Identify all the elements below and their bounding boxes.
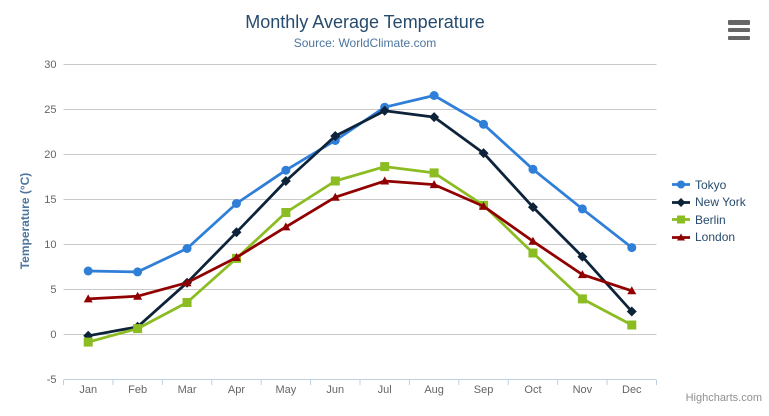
hamburger-icon — [728, 20, 750, 25]
series-marker-triangle[interactable] — [133, 291, 143, 300]
series-marker-triangle[interactable] — [281, 222, 291, 231]
legend-item-london[interactable]: London — [672, 229, 746, 247]
series-marker-square[interactable] — [330, 176, 340, 186]
series-marker-circle[interactable] — [577, 204, 587, 214]
series-marker-circle[interactable] — [133, 267, 143, 277]
series-marker-circle[interactable] — [281, 165, 291, 175]
series-marker-circle[interactable] — [479, 119, 489, 129]
export-menu-button[interactable] — [728, 20, 752, 40]
series-marker-triangle[interactable] — [330, 192, 340, 201]
series-marker-triangle[interactable] — [83, 294, 93, 303]
series-marker-square[interactable] — [182, 298, 192, 307]
series-marker-triangle[interactable] — [231, 253, 241, 261]
series-marker-diamond[interactable] — [231, 227, 242, 238]
series-line-berlin — [86, 165, 634, 344]
series-marker-diamond[interactable] — [676, 197, 686, 207]
series-marker-diamond[interactable] — [527, 202, 538, 213]
legend-item-new-york[interactable]: New York — [672, 194, 746, 212]
series-marker-square[interactable] — [429, 168, 439, 178]
series-marker-square[interactable] — [133, 324, 143, 334]
x-tick-label: Jul — [378, 384, 392, 396]
series-marker-circle[interactable] — [677, 180, 685, 189]
series-line-london — [86, 179, 634, 301]
chart-title: Monthly Average Temperature — [245, 12, 485, 32]
x-tick-label: Apr — [228, 384, 245, 396]
chart-subtitle: Source: WorldClimate.com — [293, 36, 437, 50]
series-marker-diamond[interactable] — [478, 148, 489, 159]
series-marker-triangle[interactable] — [627, 286, 637, 295]
series-marker-triangle[interactable] — [479, 201, 489, 210]
series-marker-triangle[interactable] — [182, 278, 192, 287]
x-tick-label: Aug — [424, 384, 444, 396]
series-marker-triangle[interactable] — [577, 270, 587, 279]
credits-link[interactable]: Highcharts.com — [685, 392, 762, 404]
x-tick-label: Jun — [326, 384, 344, 396]
x-tick-label: Sep — [474, 384, 494, 396]
legend-item-label: London — [695, 230, 736, 245]
series-marker-circle[interactable] — [528, 164, 538, 174]
series-marker-circle[interactable] — [429, 91, 439, 100]
y-tick-label: 20 — [44, 149, 56, 161]
series-marker-diamond[interactable] — [577, 251, 588, 262]
series-marker-square[interactable] — [677, 215, 685, 224]
x-tick-label: May — [275, 384, 296, 396]
series-marker-square[interactable] — [528, 248, 538, 258]
legend-item-label: New York — [695, 195, 746, 210]
series-line-new-york — [86, 109, 634, 338]
hamburger-icon — [728, 35, 750, 40]
legend-marker-triangle-icon — [672, 233, 690, 241]
series-marker-circle[interactable] — [627, 243, 637, 253]
series-marker-square[interactable] — [281, 208, 291, 217]
y-tick-label: 5 — [50, 284, 56, 296]
series-marker-circle[interactable] — [83, 266, 93, 276]
legend-marker-diamond-icon — [672, 197, 690, 207]
x-tick-label: Mar — [178, 384, 197, 396]
legend-item-berlin[interactable]: Berlin — [672, 211, 746, 229]
series-marker-diamond[interactable] — [429, 112, 440, 123]
series-marker-diamond[interactable] — [330, 131, 341, 141]
series-marker-diamond[interactable] — [379, 105, 390, 116]
series-marker-triangle[interactable] — [528, 236, 538, 245]
series-marker-circle[interactable] — [182, 244, 192, 253]
legend-item-label: Berlin — [695, 212, 726, 227]
series-marker-triangle[interactable] — [429, 180, 439, 189]
legend: Tokyo New York Berlin London — [672, 176, 746, 246]
hamburger-icon — [728, 27, 750, 33]
x-tick-label: Nov — [573, 384, 593, 396]
legend-marker-circle-icon — [672, 180, 690, 189]
x-tick-label: Oct — [524, 384, 541, 396]
legend-item-tokyo[interactable]: Tokyo — [672, 176, 746, 194]
legend-item-label: Tokyo — [695, 177, 727, 192]
series-marker-square[interactable] — [380, 162, 390, 172]
y-tick-label: 30 — [44, 59, 56, 71]
legend-marker-square-icon — [672, 215, 690, 224]
series-marker-square[interactable] — [83, 337, 93, 347]
x-tick-label: Jan — [79, 384, 97, 396]
series-marker-square[interactable] — [577, 294, 587, 304]
y-tick-label: 10 — [44, 239, 56, 251]
x-tick-label: Dec — [622, 384, 642, 396]
y-tick-label: 0 — [50, 329, 56, 341]
series-marker-triangle[interactable] — [677, 233, 685, 241]
series-marker-triangle[interactable] — [380, 176, 390, 185]
series-marker-diamond[interactable] — [280, 176, 291, 186]
x-tick-label: Feb — [128, 384, 147, 396]
series-marker-diamond[interactable] — [626, 306, 637, 317]
series-marker-square[interactable] — [627, 320, 637, 330]
y-tick-label: 25 — [44, 104, 56, 116]
y-tick-label: 15 — [44, 194, 56, 206]
series-marker-circle[interactable] — [231, 199, 241, 208]
y-tick-label: -5 — [47, 374, 57, 386]
